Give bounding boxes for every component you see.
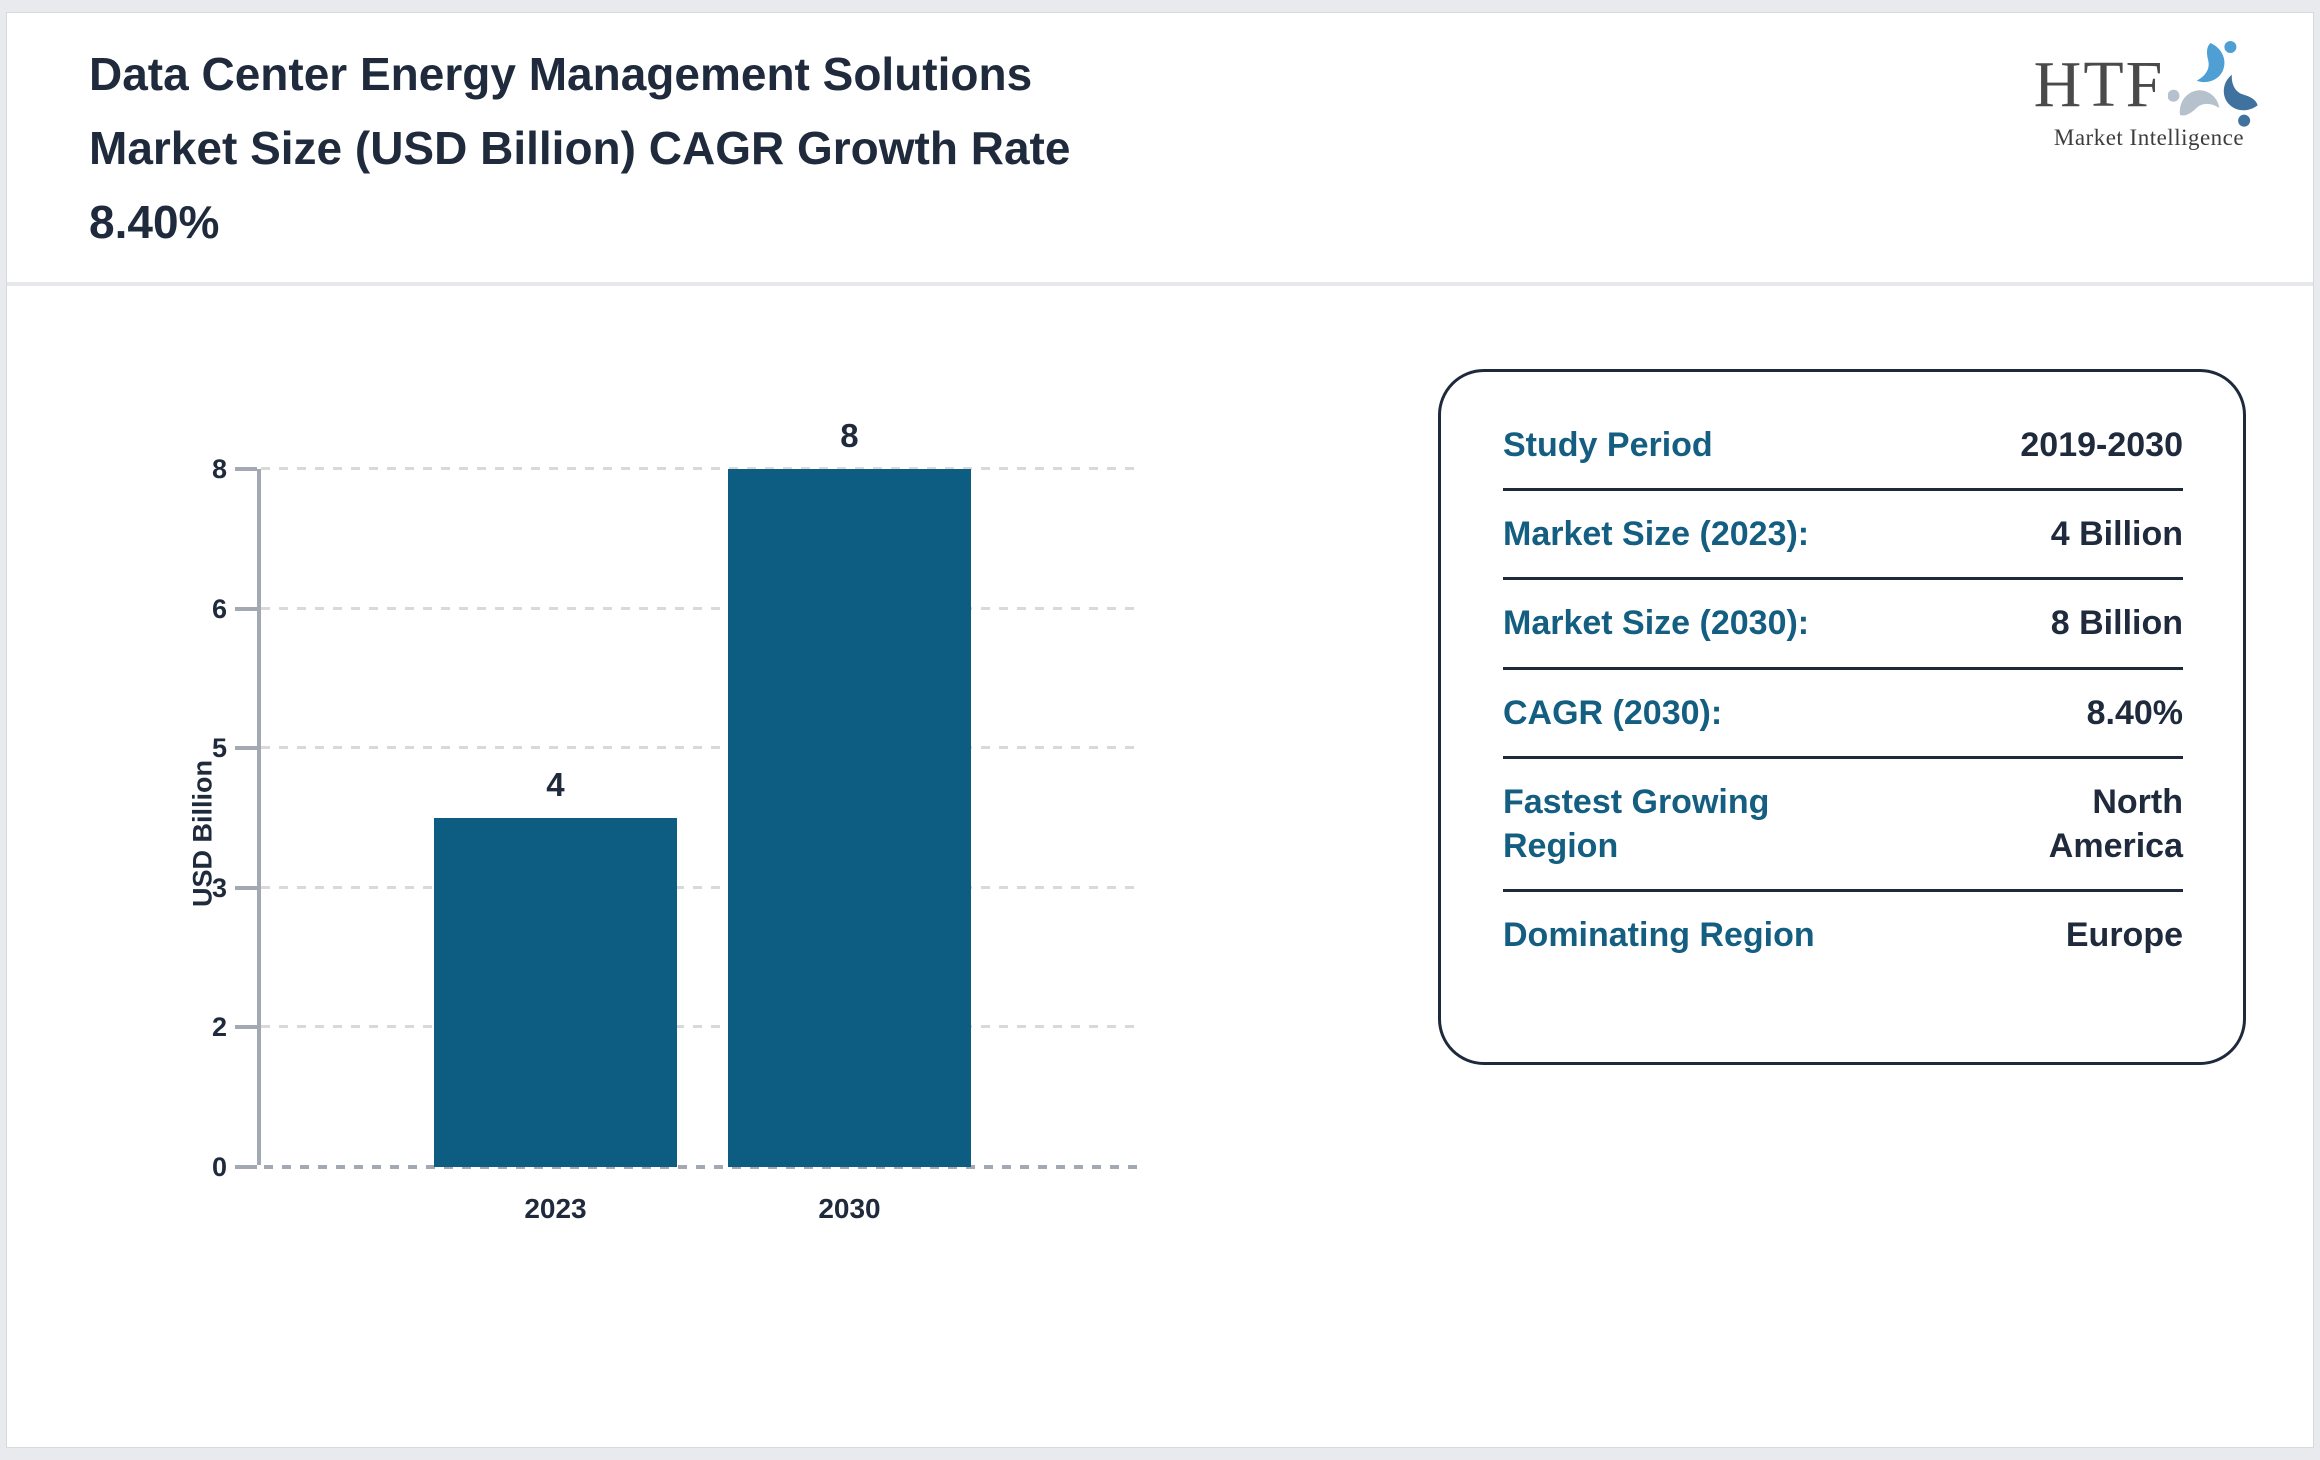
report-card: Data Center Energy Management Solutions … [6,12,2314,1448]
summary-label: Dominating Region [1503,916,1815,955]
summary-row: Dominating Region Europe [1503,892,2183,978]
summary-row: Market Size (2023): 4 Billion [1503,491,2183,581]
gridline [261,746,1143,750]
bar-2030 [727,469,971,1167]
y-axis-line [257,469,261,1167]
bar-value-label: 8 [840,417,859,454]
gridline [261,467,1143,470]
logo-row: HTF [2034,35,2258,131]
y-tick-label: 2 [211,1012,227,1043]
y-tick-mark [235,746,257,751]
bar-value-label: 4 [546,766,565,803]
y-tick-label: 3 [211,872,227,903]
summary-value: 8.40% [2086,693,2183,732]
page-title: Data Center Energy Management Solutions … [89,37,1070,259]
logo-swirl-icon [2168,41,2258,127]
summary-label: Fastest Growing Region [1503,782,1770,865]
chart-plot: 0 2 3 5 6 8 4 2023 8 2030 [212,417,1143,1224]
summary-label: Study Period [1503,426,1713,464]
y-tick-mark [235,885,257,890]
summary-row: CAGR (2030): 8.40% [1503,670,2183,759]
gridline [261,885,1143,889]
y-tick-label: 0 [211,1152,227,1182]
market-summary-panel: Study Period 2019-2030 Market Size (2023):… [1438,369,2246,1065]
logo-tagline: Market Intelligence [2053,125,2245,150]
y-tick-label: 6 [211,593,227,624]
summary-label: Market Size (2030): [1503,604,1810,643]
header: Data Center Energy Management Solutions … [7,13,2313,286]
y-tick-mark [235,1025,257,1030]
htf-logo: HTF Market Intelligence [2034,35,2258,151]
summary-row: Study Period 2019-2030 [1503,402,2183,492]
summary-value: 4 Billion [2050,515,2183,554]
gridline [261,1025,1143,1029]
summary-row: Market Size (2030): 8 Billion [1503,580,2183,670]
summary-value: 8 Billion [2050,604,2183,643]
y-tick-label: 5 [211,733,227,764]
y-tick-mark [235,1165,257,1169]
title-line-3: 8.40% [89,196,220,248]
bar-2023 [433,818,677,1167]
title-line-1: Data Center Energy Management Solutions [89,48,1033,100]
y-tick-mark [235,467,257,471]
gridline [261,606,1143,610]
x-axis-line [237,1165,1143,1169]
summary-row: Fastest Growing Region North America [1503,759,2183,893]
summary-value: Europe [2065,916,2183,955]
summary-value: 2019-2030 [2020,426,2183,464]
y-tick-mark [235,606,257,611]
summary-label: CAGR (2030): [1503,693,1723,732]
y-tick-label: 8 [211,454,227,484]
bar-chart: USD Billion 0 2 3 5 6 8 4 2023 8 2030 [7,286,1207,1246]
x-tick-label: 2030 [818,1193,881,1224]
summary-label: Market Size (2023): [1503,515,1810,554]
logo-wordmark: HTF [2033,48,2165,121]
summary-value: North America [2048,782,2183,865]
x-tick-label: 2023 [524,1193,587,1224]
title-line-2: Market Size (USD Billion) CAGR Growth Ra… [89,122,1071,174]
